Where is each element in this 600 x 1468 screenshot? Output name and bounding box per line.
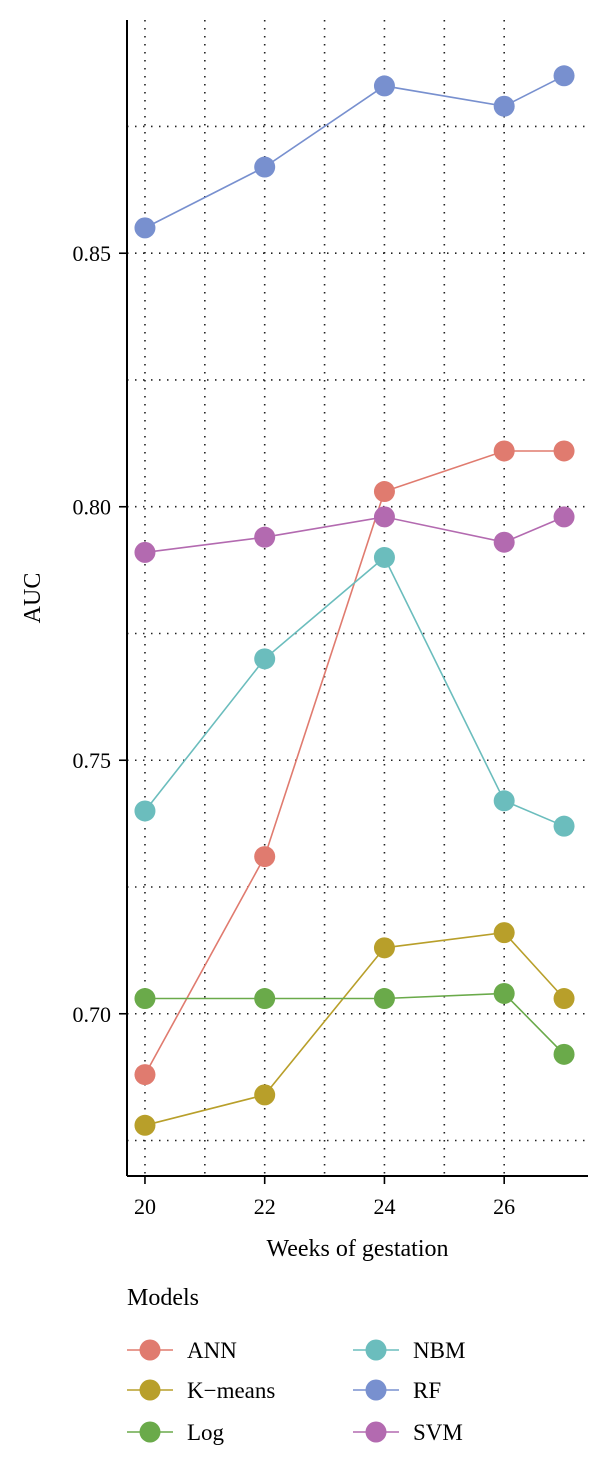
y-tick-label: 0.70 [73, 1002, 112, 1027]
data-point [134, 800, 156, 822]
data-point [373, 481, 395, 503]
series-line-3 [144, 556, 565, 827]
legend-entry: RF [353, 1378, 441, 1403]
legend-label: RF [413, 1378, 441, 1403]
legend-key-marker [139, 1379, 161, 1401]
data-point [493, 982, 515, 1004]
legend-key-marker [139, 1339, 161, 1361]
legend-key-marker [365, 1339, 387, 1361]
data-point [553, 988, 575, 1010]
data-point [134, 217, 156, 239]
data-point [493, 790, 515, 812]
legend-label: Log [187, 1420, 225, 1445]
legend-entry: Log [127, 1420, 225, 1445]
y-axis-title: AUC [20, 573, 46, 624]
data-point [254, 156, 276, 178]
legend-entry: SVM [353, 1420, 463, 1445]
x-tick-label: 26 [493, 1194, 515, 1219]
x-axis-title: Weeks of gestation [266, 1236, 448, 1262]
legend-key-marker [139, 1421, 161, 1443]
data-point [254, 526, 276, 548]
data-point [493, 440, 515, 462]
data-point [134, 1064, 156, 1086]
data-point [553, 65, 575, 87]
y-tick-label: 0.80 [73, 495, 112, 520]
data-point [373, 75, 395, 97]
data-point [254, 988, 276, 1010]
series-layer [134, 65, 575, 1136]
data-point [553, 1043, 575, 1065]
data-point [493, 531, 515, 553]
legend-key-marker [365, 1379, 387, 1401]
grid-layer [127, 20, 588, 1176]
y-tick-label: 0.75 [73, 748, 112, 773]
data-point [553, 815, 575, 837]
data-point [373, 546, 395, 568]
legend-label: SVM [413, 1420, 463, 1445]
data-point [553, 506, 575, 528]
data-point [373, 988, 395, 1010]
legend-key-marker [365, 1421, 387, 1443]
x-tick-label: 20 [134, 1194, 156, 1219]
data-point [493, 95, 515, 117]
data-point [134, 541, 156, 563]
y-tick-label: 0.85 [73, 241, 112, 266]
legend-label: NBM [413, 1338, 465, 1363]
legend-title: Models [127, 1285, 199, 1311]
x-tick-label: 22 [254, 1194, 276, 1219]
data-point [134, 1114, 156, 1136]
legend-layer: Models ANN K−means Log NBM RF SVM [127, 1285, 465, 1445]
x-tick-label: 24 [373, 1194, 395, 1219]
data-point [493, 922, 515, 944]
data-point [373, 506, 395, 528]
data-point [373, 937, 395, 959]
axis-layer: 0.70 0.75 0.80 0.85 20 22 24 26 Weeks of gestati… [20, 20, 588, 1262]
data-point [254, 1084, 276, 1106]
data-point [254, 648, 276, 670]
data-point [254, 846, 276, 868]
legend-label: ANN [187, 1338, 237, 1363]
legend-entry: NBM [353, 1338, 465, 1363]
legend-entry: ANN [127, 1338, 237, 1363]
legend-label: K−means [187, 1378, 275, 1403]
data-point [553, 440, 575, 462]
legend-entry: K−means [127, 1378, 275, 1403]
data-point [134, 988, 156, 1010]
